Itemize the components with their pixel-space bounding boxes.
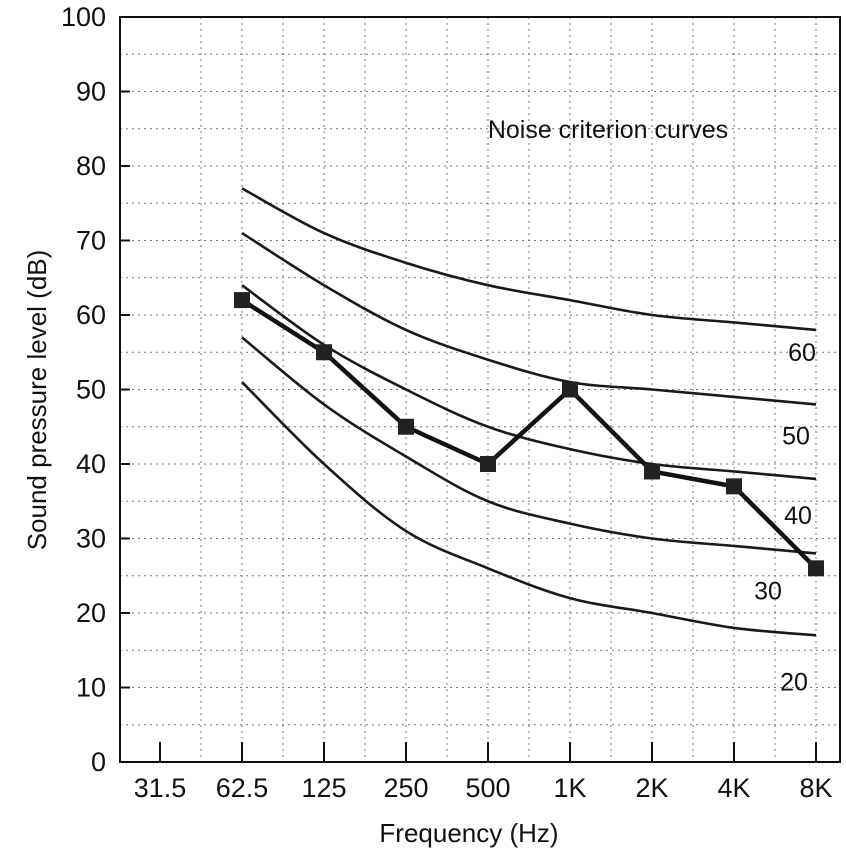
measured-spectrum	[234, 292, 824, 577]
data-point-marker	[480, 456, 496, 472]
nc-60-curve	[241, 187, 817, 332]
x-tick-label: 31.5	[134, 773, 187, 803]
x-tick-label: 8K	[799, 773, 832, 803]
gridlines	[120, 17, 840, 762]
data-point-marker	[398, 418, 414, 435]
x-tick-label: 500	[465, 773, 510, 803]
x-tick-label: 250	[383, 773, 428, 803]
y-axis-label: Sound pressure level (dB)	[22, 250, 52, 551]
curve-labels: 60 50 40 30 20	[754, 339, 816, 696]
nc-curves	[241, 187, 817, 637]
data-point-marker	[562, 381, 578, 398]
x-tick-label: 62.5	[216, 773, 269, 803]
y-tick-label: 50	[76, 375, 106, 405]
y-tick-label: 70	[76, 226, 106, 256]
nc-40-label: 40	[784, 502, 812, 530]
x-tick-labels: 31.5 62.5 125 250 500 1K 2K 4K 8K	[134, 742, 833, 803]
nc-30-curve	[241, 336, 817, 555]
nc-20-curve	[241, 381, 817, 637]
y-tick-labels: 0 10 20 30 40 50 60 70 80 90 100	[61, 2, 130, 777]
y-tick-label: 60	[76, 300, 106, 330]
y-tick-label: 20	[76, 598, 106, 628]
y-tick-label: 100	[61, 2, 106, 32]
data-point-marker	[234, 292, 250, 309]
y-tick-label: 0	[91, 747, 106, 777]
x-tick-label: 125	[301, 773, 346, 803]
x-axis-label: Frequency (Hz)	[379, 818, 558, 848]
data-point-marker	[316, 344, 332, 361]
x-tick-label: 4K	[717, 773, 750, 803]
y-tick-label: 80	[76, 151, 106, 181]
nc-50-label: 50	[782, 422, 810, 450]
data-point-marker	[644, 463, 660, 480]
nc-60-label: 60	[788, 339, 816, 367]
chart-annotation: Noise criterion curves	[488, 116, 728, 144]
nc-30-label: 30	[754, 577, 782, 605]
y-tick-label: 90	[76, 77, 106, 107]
y-tick-label: 30	[76, 524, 106, 554]
nc-20-label: 20	[780, 668, 808, 696]
data-point-marker	[808, 560, 824, 577]
data-point-marker	[726, 478, 742, 495]
y-tick-label: 40	[76, 449, 106, 479]
x-tick-label: 1K	[553, 773, 586, 803]
measured-line	[240, 298, 818, 570]
nc-50-curve	[241, 231, 817, 406]
y-tick-label: 10	[76, 673, 106, 703]
x-tick-label: 2K	[635, 773, 668, 803]
